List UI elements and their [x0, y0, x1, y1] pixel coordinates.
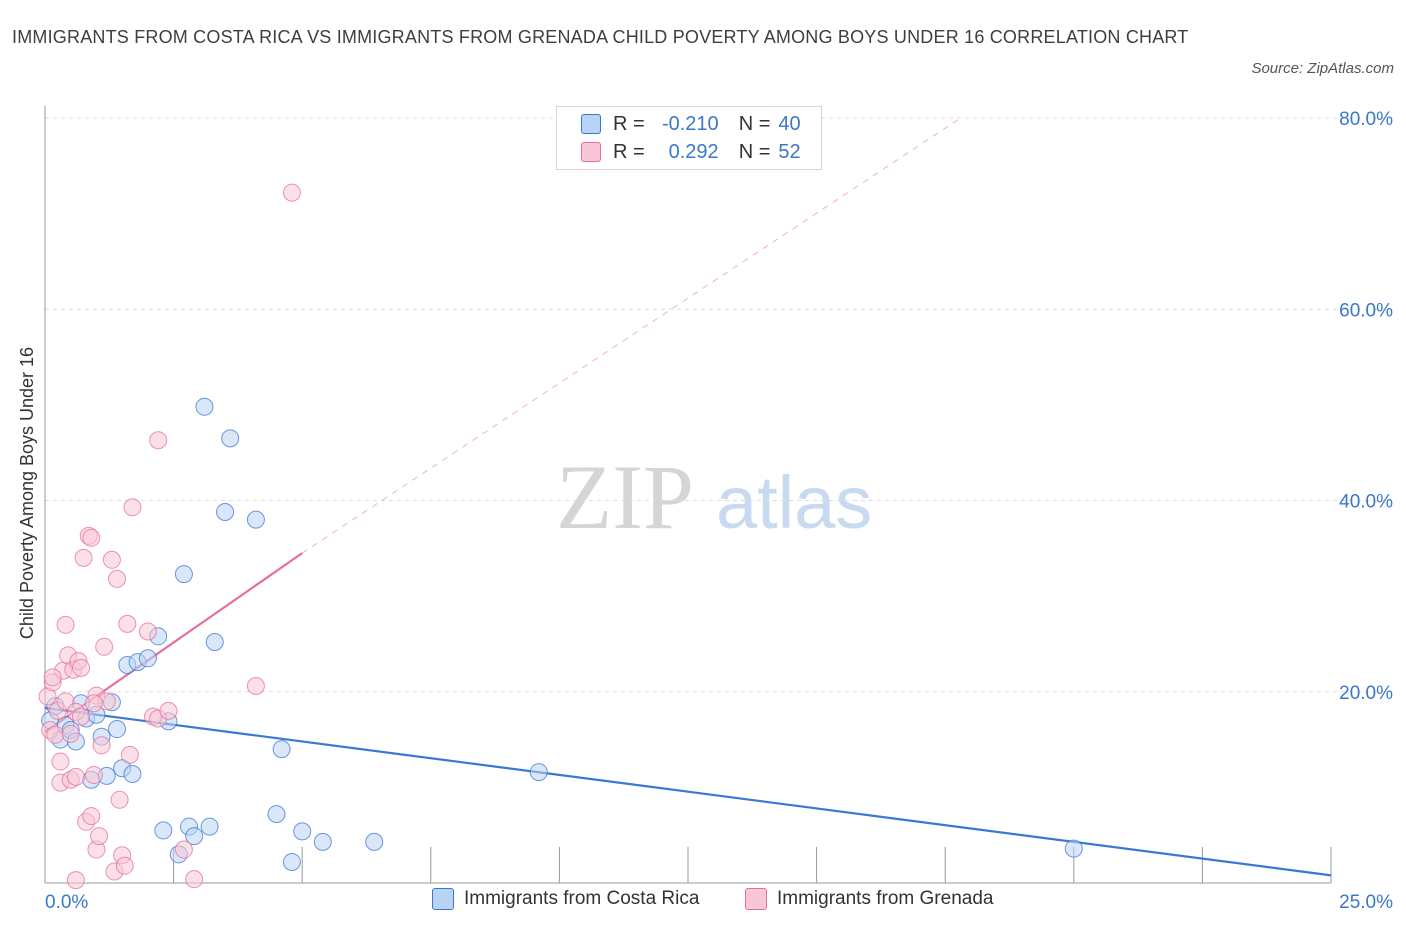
grenada-point — [66, 767, 85, 786]
costa-rica-point — [200, 817, 219, 836]
legend-swatch-pink — [745, 888, 767, 910]
costa-rica-point — [1064, 839, 1083, 858]
grenada-point — [120, 745, 139, 764]
costa-rica-point — [282, 852, 301, 871]
costa-rica-point — [174, 565, 193, 584]
costa-rica-point — [221, 429, 240, 448]
r-value: -0.210 — [661, 112, 719, 135]
legend-swatch-blue — [432, 888, 454, 910]
grenada-point — [282, 183, 301, 202]
legend-item-costa-rica: Immigrants from Costa Rica — [432, 888, 699, 910]
n-value: 40 — [778, 112, 801, 135]
legend-label: Immigrants from Grenada — [777, 888, 994, 909]
grenada-point — [110, 790, 129, 809]
watermark: ZIP atlas — [556, 446, 872, 548]
grenada-point — [138, 622, 157, 641]
costa-rica-point — [123, 764, 142, 783]
grenada-point — [82, 807, 101, 826]
watermark-zip: ZIP — [556, 446, 694, 548]
x-tick-label: 0.0% — [45, 892, 88, 913]
correlation-legend: R = -0.210 N = 40 R = 0.292 N = 52 — [556, 106, 822, 170]
legend-swatch-blue — [581, 114, 601, 134]
legend-item-grenada: Immigrants from Grenada — [745, 888, 993, 910]
costa-rica-point — [154, 821, 173, 840]
y-tick-label: 20.0% — [1339, 683, 1393, 704]
legend-row-costa-rica: R = -0.210 N = 40 — [581, 111, 801, 137]
costa-rica-point — [195, 397, 214, 416]
grid-lines — [45, 117, 1391, 693]
costa-rica-point — [267, 805, 286, 824]
r-label: R = — [613, 112, 645, 135]
costa-rica-point — [108, 720, 127, 739]
series-legend: Immigrants from Costa Rica Immigrants fr… — [0, 888, 1406, 916]
y-tick-label: 60.0% — [1339, 300, 1393, 321]
grenada-point — [72, 658, 91, 677]
costa-rica-trend-line — [44, 706, 1332, 877]
grenada-point — [74, 548, 93, 567]
n-value: 52 — [778, 140, 801, 163]
chart-title: IMMIGRANTS FROM COSTA RICA VS IMMIGRANTS… — [12, 27, 1189, 47]
y-tick-label: 40.0% — [1339, 492, 1393, 513]
tick-labels: 20.0% 40.0% 60.0% 80.0% 0.0% 25.0% — [45, 109, 1393, 913]
costa-rica-point — [138, 649, 157, 668]
legend-swatch-pink — [581, 142, 601, 162]
grenada-point — [159, 701, 178, 720]
grenada-point — [46, 725, 65, 744]
n-label: N = — [738, 140, 771, 163]
grenada-point — [43, 668, 62, 687]
grenada-point — [123, 498, 142, 517]
r-label: R = — [613, 140, 645, 163]
costa-rica-point — [246, 510, 265, 529]
grenada-point — [84, 694, 103, 713]
grenada-point — [90, 827, 109, 846]
costa-rica-point — [529, 763, 548, 782]
legend-label: Immigrants from Costa Rica — [464, 888, 700, 909]
grenada-point — [66, 871, 85, 890]
costa-rica-point — [205, 633, 224, 652]
costa-rica-point — [216, 502, 235, 521]
n-label: N = — [738, 112, 771, 135]
grenada-point — [118, 614, 137, 633]
grenada-point — [115, 856, 134, 875]
costa-rica-point — [272, 740, 291, 759]
grenada-point — [51, 752, 70, 771]
grenada-point — [61, 724, 80, 743]
grenada-point — [72, 707, 91, 726]
y-tick-label: 80.0% — [1339, 109, 1393, 130]
grenada-point — [174, 840, 193, 859]
grenada-point — [185, 870, 204, 889]
grenada-point — [102, 550, 121, 569]
costa-rica-point — [365, 832, 384, 851]
costa-rica-point — [293, 822, 312, 841]
grenada-point — [95, 637, 114, 656]
axes — [44, 106, 1332, 884]
costa-rica-point — [185, 827, 204, 846]
x-tick-label: 25.0% — [1339, 892, 1393, 913]
grenada-point — [84, 765, 103, 784]
grenada-point — [56, 615, 75, 634]
costa-rica-point — [313, 832, 332, 851]
grenada-point — [149, 431, 168, 450]
grenada-point — [82, 528, 101, 547]
grenada-point — [92, 736, 111, 755]
data-points — [38, 183, 1083, 890]
legend-row-grenada: R = 0.292 N = 52 — [581, 139, 801, 165]
y-axis-label: Child Poverty Among Boys Under 16 — [17, 347, 37, 639]
source-note: Source: ZipAtlas.com — [1251, 60, 1394, 77]
r-value: 0.292 — [668, 140, 719, 163]
watermark-atlas: atlas — [716, 461, 872, 544]
grenada-point — [108, 569, 127, 588]
grenada-point — [246, 677, 265, 696]
